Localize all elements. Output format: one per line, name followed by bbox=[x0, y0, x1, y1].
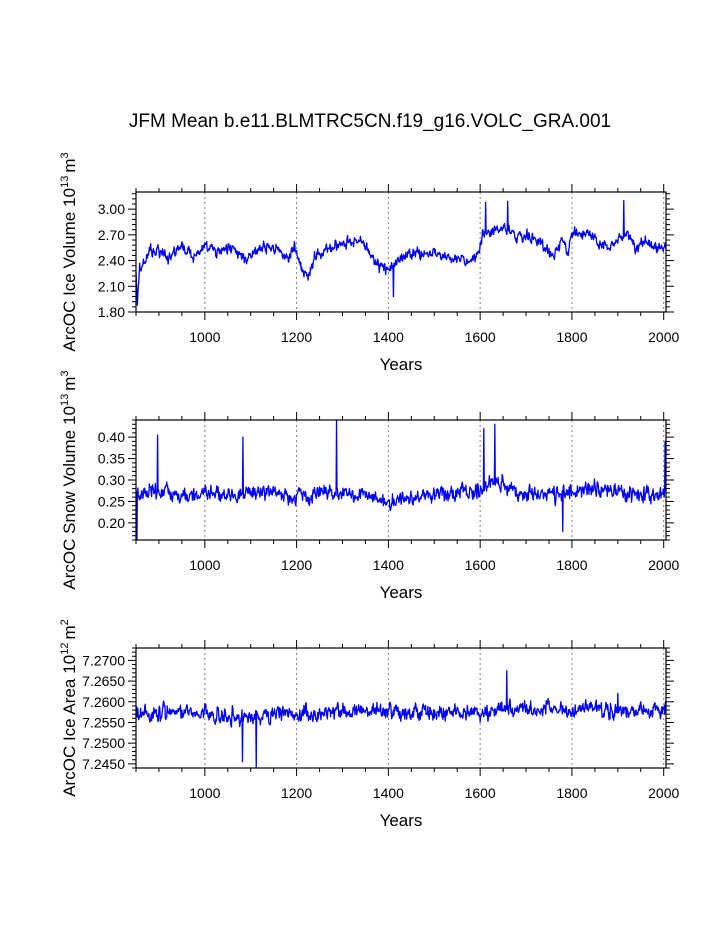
y-tick-label: 2.70 bbox=[98, 227, 125, 243]
y-tick-label: 0.35 bbox=[98, 451, 125, 467]
x-axis-label: Years bbox=[380, 583, 423, 602]
y-tick-label: 7.2700 bbox=[82, 652, 125, 668]
series-line bbox=[135, 419, 667, 541]
x-tick-label: 1600 bbox=[465, 785, 496, 801]
y-axis-title: ArcOC Snow Volume bbox=[60, 430, 79, 590]
x-tick-label: 1000 bbox=[189, 329, 220, 345]
x-tick-label: 1400 bbox=[373, 557, 404, 573]
y-tick-label: 7.2600 bbox=[82, 694, 125, 710]
y-units-unit-exponent: 2 bbox=[59, 619, 71, 625]
x-tick-label: 1800 bbox=[556, 785, 587, 801]
figure-title: JFM Mean b.e11.BLMTRC5CN.f19_g16.VOLC_GR… bbox=[129, 111, 611, 132]
chart-panel-2: 1000 1200 1400 1600 1800 2000 0.20 0.25 0.30 0.35… bbox=[59, 370, 679, 602]
x-tick-label: 1400 bbox=[373, 785, 404, 801]
y-units-unit: m bbox=[60, 625, 79, 639]
x-axis-label: Years bbox=[380, 355, 423, 374]
plot-frame bbox=[135, 647, 667, 769]
chart-panel-3: 1000 1200 1400 1600 1800 2000 7.2450 7.2500 7.25… bbox=[59, 619, 679, 830]
x-tick-label: 2000 bbox=[648, 329, 679, 345]
y-units-unit-exponent: 3 bbox=[59, 370, 71, 376]
x-tick-label: 1600 bbox=[465, 329, 496, 345]
y-units-mantissa: 10 bbox=[60, 406, 79, 425]
y-tick-label: 2.40 bbox=[98, 253, 125, 269]
y-tick-label: 2.10 bbox=[98, 278, 125, 294]
x-tick-label: 1800 bbox=[556, 557, 587, 573]
y-tick-label: 3.00 bbox=[98, 201, 125, 217]
x-tick-label: 1800 bbox=[556, 329, 587, 345]
x-tick-label: 1200 bbox=[281, 557, 312, 573]
y-axis-title: ArcOC Ice Volume bbox=[60, 212, 79, 352]
x-tick-label: 1200 bbox=[281, 785, 312, 801]
plot-frame bbox=[135, 419, 667, 541]
y-units-exponent: 13 bbox=[59, 176, 71, 188]
y-tick-label: 7.2450 bbox=[82, 756, 125, 772]
y-tick-label: 0.20 bbox=[98, 515, 125, 531]
x-tick-label: 1000 bbox=[189, 785, 220, 801]
y-units-unit: m bbox=[60, 377, 79, 391]
x-tick-label: 1200 bbox=[281, 329, 312, 345]
chart-panels: 1000 1200 1400 1600 1800 2000 1.80 2.10 2.40 2.70… bbox=[59, 152, 679, 830]
y-axis-title: ArcOC Ice Area bbox=[60, 678, 79, 797]
x-tick-label: 2000 bbox=[648, 785, 679, 801]
y-tick-label: 7.2500 bbox=[82, 735, 125, 751]
y-axis-label: ArcOC Snow Volume 1013 m3 bbox=[59, 370, 79, 589]
y-units-unit: m bbox=[60, 158, 79, 172]
chart-panel-1: 1000 1200 1400 1600 1800 2000 1.80 2.10 2.40 2.70… bbox=[59, 152, 679, 374]
series-line bbox=[135, 199, 667, 306]
y-units-mantissa: 10 bbox=[60, 655, 79, 674]
y-axis-label: ArcOC Ice Area 1012 m2 bbox=[59, 619, 79, 797]
x-axis-label: Years bbox=[380, 811, 423, 830]
x-tick-label: 2000 bbox=[648, 557, 679, 573]
y-tick-label: 7.2550 bbox=[82, 714, 125, 730]
y-tick-label: 0.25 bbox=[98, 493, 125, 509]
y-units-exponent: 13 bbox=[59, 394, 71, 406]
y-tick-label: 1.80 bbox=[98, 304, 125, 320]
y-tick-label: 0.30 bbox=[98, 472, 125, 488]
x-tick-label: 1000 bbox=[189, 557, 220, 573]
x-tick-label: 1600 bbox=[465, 557, 496, 573]
y-units-exponent: 12 bbox=[59, 643, 71, 655]
y-tick-label: 7.2650 bbox=[82, 673, 125, 689]
series-line bbox=[135, 670, 667, 769]
y-tick-label: 0.40 bbox=[98, 429, 125, 445]
plot-frame bbox=[135, 191, 667, 313]
x-tick-label: 1400 bbox=[373, 329, 404, 345]
y-units-unit-exponent: 3 bbox=[59, 152, 71, 158]
y-axis-label: ArcOC Ice Volume 1013 m3 bbox=[59, 152, 79, 351]
y-units-mantissa: 10 bbox=[60, 188, 79, 207]
